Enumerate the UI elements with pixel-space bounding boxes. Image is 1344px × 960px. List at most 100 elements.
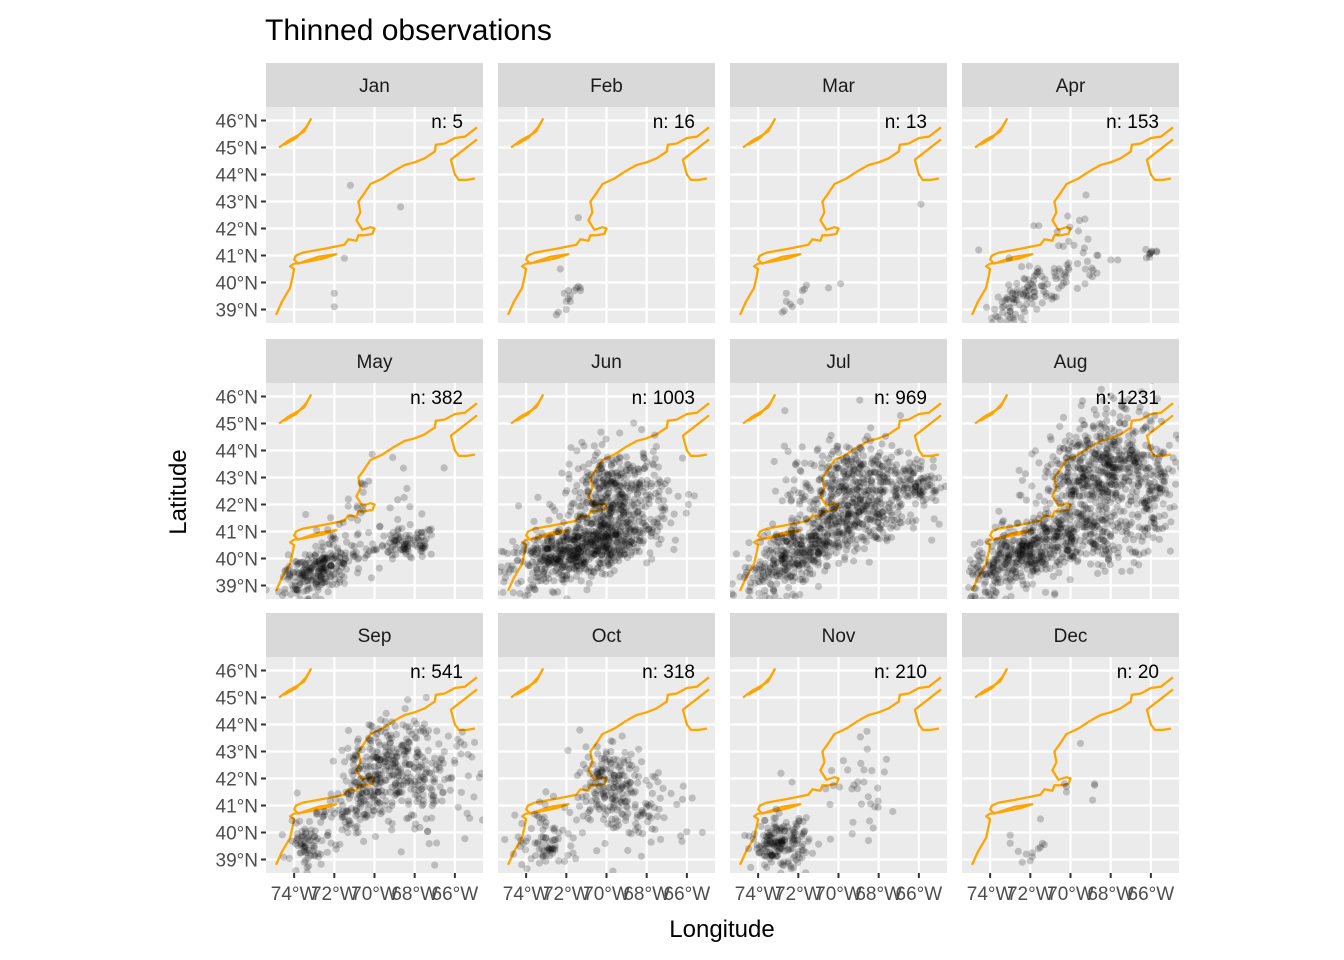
observation-point — [548, 545, 556, 553]
observation-point — [828, 483, 836, 491]
observation-point — [834, 539, 842, 547]
observation-point — [357, 798, 365, 806]
observation-point — [919, 478, 927, 486]
observation-point — [747, 579, 755, 587]
observation-point — [609, 501, 617, 509]
observation-point — [400, 493, 408, 502]
observation-point — [893, 481, 901, 490]
observation-point — [565, 543, 573, 551]
observation-point — [414, 766, 422, 775]
observation-point — [857, 533, 866, 541]
observation-point — [771, 560, 779, 569]
observation-point — [878, 471, 887, 479]
observation-point — [1105, 471, 1113, 480]
observation-point — [1030, 536, 1038, 544]
observation-point — [613, 537, 622, 546]
observation-point — [1087, 472, 1095, 480]
observation-point — [298, 571, 306, 580]
observation-point — [1165, 441, 1173, 449]
observation-point — [814, 559, 823, 567]
observation-point — [810, 520, 819, 528]
observation-point — [417, 529, 425, 537]
observation-point — [415, 795, 423, 803]
observation-point — [1084, 517, 1092, 525]
observation-point — [304, 602, 311, 609]
observation-point — [1098, 532, 1107, 540]
observation-point — [1081, 265, 1089, 273]
observation-point — [399, 464, 408, 472]
observation-point — [1063, 509, 1071, 517]
observation-point — [831, 540, 840, 548]
observation-point — [1029, 568, 1037, 576]
observation-point — [770, 587, 778, 595]
observation-point — [373, 799, 381, 808]
observation-point — [1020, 534, 1028, 542]
observation-point — [989, 582, 997, 590]
observation-point — [498, 590, 500, 596]
observation-point — [332, 564, 340, 573]
observation-point — [831, 476, 840, 484]
observation-point — [630, 486, 639, 494]
observation-point — [807, 548, 815, 557]
observation-point — [1010, 316, 1018, 323]
observation-point — [830, 541, 838, 550]
count-label: n: 13 — [885, 112, 927, 133]
observation-point — [1055, 447, 1064, 455]
observation-point — [284, 551, 292, 559]
observation-point — [1066, 515, 1074, 523]
observation-point — [577, 548, 585, 556]
observation-point — [857, 496, 865, 504]
observation-point — [1070, 527, 1078, 536]
observation-point — [1135, 551, 1143, 559]
observation-point — [769, 561, 777, 569]
observation-point — [647, 479, 655, 488]
observation-point — [1068, 533, 1076, 541]
observation-point — [257, 532, 264, 539]
observation-point — [818, 513, 826, 521]
observation-point — [825, 515, 834, 523]
observation-point — [370, 752, 378, 760]
y-tick-label: 41°N — [216, 797, 258, 818]
observation-point — [651, 431, 659, 439]
observation-point — [1052, 532, 1060, 540]
observation-point — [598, 499, 606, 507]
observation-point — [1014, 554, 1022, 562]
observation-point — [1090, 454, 1098, 462]
observation-point — [855, 483, 864, 491]
observation-point — [1068, 491, 1076, 500]
observation-point — [1056, 422, 1064, 430]
observation-point — [1081, 518, 1089, 526]
observation-point — [1112, 481, 1120, 489]
observation-point — [867, 424, 875, 432]
observation-point — [785, 583, 793, 592]
observation-point — [919, 484, 927, 493]
observation-point — [1086, 271, 1094, 279]
observation-point — [650, 461, 658, 469]
observation-point — [512, 543, 520, 552]
observation-point — [579, 498, 587, 506]
observation-point — [551, 553, 560, 561]
observation-point — [1114, 437, 1122, 445]
observation-point — [446, 786, 454, 794]
observation-point — [1048, 295, 1056, 303]
observation-point — [602, 435, 610, 443]
observation-point — [837, 497, 845, 505]
observation-point — [883, 533, 892, 541]
observation-point — [619, 511, 628, 519]
observation-point — [900, 476, 908, 484]
observation-point — [685, 490, 693, 498]
observation-point — [570, 546, 578, 554]
observation-point — [1059, 444, 1068, 453]
observation-point — [317, 581, 325, 589]
observation-point — [1042, 505, 1050, 513]
observation-point — [1069, 553, 1077, 561]
observation-point — [634, 499, 642, 507]
observation-point — [376, 523, 384, 531]
observation-point — [579, 548, 588, 556]
observation-point — [319, 553, 327, 562]
observation-point — [581, 541, 590, 550]
observation-point — [534, 536, 542, 544]
observation-point — [417, 773, 425, 781]
observation-point — [758, 575, 766, 584]
